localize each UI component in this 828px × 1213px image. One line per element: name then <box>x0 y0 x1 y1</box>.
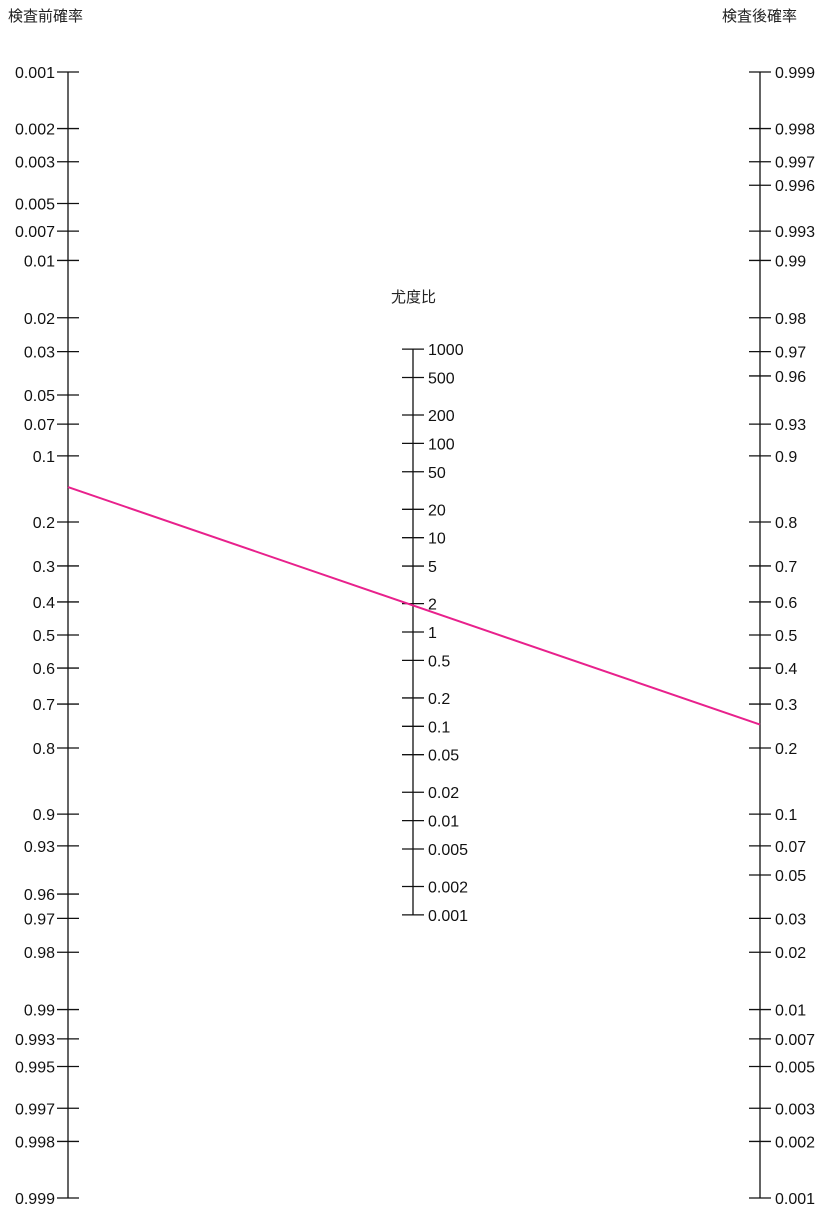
post-test-tick-label: 0.5 <box>775 628 797 645</box>
post-test-tick-label: 0.99 <box>775 253 806 270</box>
pre-test-tick-label: 0.003 <box>15 155 55 172</box>
pre-test-tick-label: 0.5 <box>33 628 55 645</box>
likelihood-ratio-tick-label: 0.05 <box>428 748 459 765</box>
likelihood-ratio-tick-label: 5 <box>428 559 437 576</box>
pre-test-tick-label: 0.997 <box>15 1101 55 1118</box>
pre-test-tick-label: 0.007 <box>15 224 55 241</box>
pre-test-tick-label: 0.05 <box>24 388 55 405</box>
likelihood-ratio-tick-label: 0.1 <box>428 719 450 736</box>
pre-test-tick-label: 0.1 <box>33 449 55 466</box>
post-test-tick-label: 0.02 <box>775 945 806 962</box>
pre-test-tick-label: 0.999 <box>15 1191 55 1208</box>
pre-test-tick-label: 0.7 <box>33 697 55 714</box>
pre-test-tick-label: 0.2 <box>33 515 55 532</box>
pre-test-tick-label: 0.9 <box>33 807 55 824</box>
pre-test-tick-label: 0.93 <box>24 839 55 856</box>
pre-test-tick-label: 0.3 <box>33 559 55 576</box>
pre-test-tick-label: 0.002 <box>15 122 55 139</box>
post-test-tick-label: 0.93 <box>775 417 806 434</box>
pre-test-tick-label: 0.99 <box>24 1003 55 1020</box>
likelihood-ratio-tick-label: 2 <box>428 597 437 614</box>
likelihood-ratio-axis-title: 尤度比 <box>391 288 436 306</box>
likelihood-ratio-tick-label: 200 <box>428 408 455 425</box>
post-test-tick-label: 0.2 <box>775 741 797 758</box>
post-test-tick-label: 0.005 <box>775 1059 815 1076</box>
likelihood-ratio-tick-label: 500 <box>428 370 455 387</box>
post-test-tick-label: 0.999 <box>775 65 815 82</box>
post-test-tick-label: 0.998 <box>775 122 815 139</box>
likelihood-ratio-tick-label: 50 <box>428 465 446 482</box>
pre-test-tick-label: 0.005 <box>15 197 55 214</box>
likelihood-ratio-tick-label: 1 <box>428 625 437 642</box>
pre-test-tick-label: 0.98 <box>24 945 55 962</box>
likelihood-ratio-tick-label: 0.2 <box>428 691 450 708</box>
post-test-tick-label: 0.07 <box>775 839 806 856</box>
indicator-line[interactable] <box>67 486 761 726</box>
likelihood-ratio-tick-label: 100 <box>428 436 455 453</box>
pre-test-tick-label: 0.4 <box>33 595 55 612</box>
likelihood-ratio-tick-label: 10 <box>428 531 446 548</box>
post-test-tick-label: 0.002 <box>775 1134 815 1151</box>
post-test-tick-label: 0.6 <box>775 595 797 612</box>
post-test-tick-label: 0.96 <box>775 369 806 386</box>
pre-test-axis-title: 検査前確率 <box>8 7 83 25</box>
post-test-tick-label: 0.1 <box>775 807 797 824</box>
likelihood-ratio-tick-label: 0.01 <box>428 814 459 831</box>
post-test-tick-label: 0.3 <box>775 697 797 714</box>
likelihood-ratio-tick-label: 1000 <box>428 342 464 359</box>
post-test-tick-label: 0.01 <box>775 1003 806 1020</box>
likelihood-ratio-tick-label: 0.001 <box>428 908 468 925</box>
post-test-tick-label: 0.98 <box>775 311 806 328</box>
post-test-tick-label: 0.001 <box>775 1191 815 1208</box>
post-test-tick-label: 0.9 <box>775 449 797 466</box>
pre-test-ticks: 0.001 0.002 0.003 0.005 0.007 0.01 0.02 0.03 0.0… <box>15 65 79 1208</box>
likelihood-ratio-tick-label: 0.005 <box>428 842 468 859</box>
post-test-ticks: 0.999 0.998 0.997 0.996 0.993 0.99 0.98 0.97 0.9… <box>749 65 815 1208</box>
pre-test-tick-label: 0.02 <box>24 311 55 328</box>
likelihood-ratio-tick-label: 0.002 <box>428 880 468 897</box>
likelihood-ratio-tick-label: 0.5 <box>428 653 450 670</box>
post-test-tick-label: 0.996 <box>775 178 815 195</box>
pre-test-tick-label: 0.07 <box>24 417 55 434</box>
post-test-tick-label: 0.05 <box>775 868 806 885</box>
pre-test-tick-label: 0.96 <box>24 887 55 904</box>
likelihood-ratio-tick-label: 0.02 <box>428 785 459 802</box>
pre-test-tick-label: 0.03 <box>24 345 55 362</box>
post-test-tick-label: 0.03 <box>775 911 806 928</box>
pre-test-tick-label: 0.01 <box>24 253 55 270</box>
pre-test-tick-label: 0.995 <box>15 1059 55 1076</box>
post-test-tick-label: 0.003 <box>775 1101 815 1118</box>
post-test-tick-label: 0.7 <box>775 559 797 576</box>
likelihood-ratio-ticks: 1000 500 200 100 50 20 10 5 2 1 0.5 0.2 0.1 0.05 0.02 0… <box>402 342 468 925</box>
pre-test-tick-label: 0.993 <box>15 1032 55 1049</box>
pre-test-tick-label: 0.8 <box>33 741 55 758</box>
post-test-tick-label: 0.997 <box>775 155 815 172</box>
post-test-tick-label: 0.8 <box>775 515 797 532</box>
likelihood-ratio-tick-label: 20 <box>428 502 446 519</box>
post-test-axis-title: 検査後確率 <box>722 7 797 25</box>
pre-test-tick-label: 0.001 <box>15 65 55 82</box>
post-test-tick-label: 0.4 <box>775 661 797 678</box>
post-test-tick-label: 0.97 <box>775 345 806 362</box>
pre-test-tick-label: 0.97 <box>24 911 55 928</box>
post-test-tick-label: 0.007 <box>775 1032 815 1049</box>
pre-test-tick-label: 0.998 <box>15 1134 55 1151</box>
pre-test-tick-label: 0.6 <box>33 661 55 678</box>
post-test-tick-label: 0.993 <box>775 224 815 241</box>
